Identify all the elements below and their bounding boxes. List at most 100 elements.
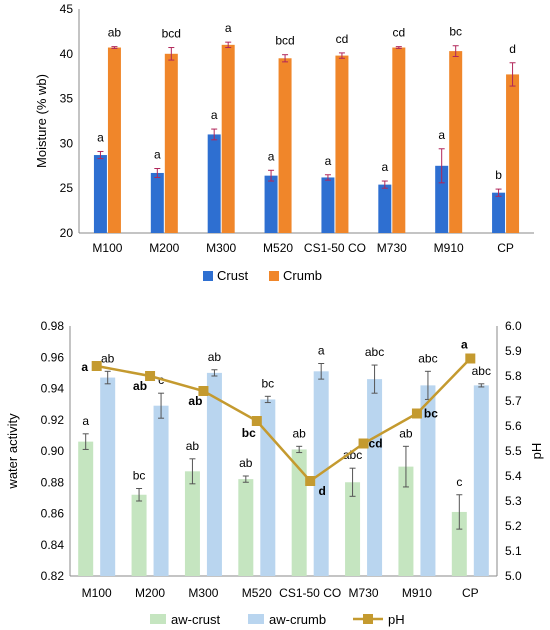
- aw-bar-aw-crumb: [206, 372, 222, 576]
- aw-significance-label: bc: [261, 376, 274, 390]
- aw-y-tick-label: 0.90: [41, 444, 65, 458]
- moisture-bar-crumb: [449, 51, 463, 233]
- water-activity-ph-chart: 0.82 0.84 0.86 0.88 0.90 0.92 0.94 0.96 0.98 5.0 5…: [5, 319, 544, 627]
- aw-bar-aw-crumb: [260, 399, 276, 576]
- moisture-bar-crust: [150, 172, 164, 233]
- ph-line: [96, 357, 472, 483]
- legend-swatch-ph-marker: [363, 614, 373, 624]
- moisture-bar-crumb: [164, 53, 178, 233]
- moisture-bar-crust: [435, 165, 449, 233]
- aw-significance-label: abc: [365, 345, 384, 359]
- moisture-significance-label: bcd: [162, 27, 181, 41]
- moisture-significance-label: d: [509, 42, 516, 56]
- ph-y-axis-title: pH: [529, 443, 544, 460]
- ph-y-tick-label: 5.3: [505, 494, 522, 508]
- moisture-significance-label: a: [97, 130, 104, 144]
- moisture-x-tick-label: CS1-50 CO: [304, 241, 366, 255]
- aw-y-tick-label: 0.92: [41, 413, 65, 427]
- aw-x-tick-label: M910: [402, 586, 432, 600]
- moisture-significance-label: a: [211, 108, 218, 122]
- moisture-y-axis-title: Moisture (% wb): [34, 74, 49, 168]
- aw-x-tick-label: M200: [135, 586, 165, 600]
- aw-y-tick-label: 0.82: [41, 569, 65, 583]
- moisture-y-tick-label: 40: [60, 47, 74, 61]
- moisture-bar-crust: [321, 177, 335, 233]
- moisture-y-tick-label: 30: [60, 136, 74, 150]
- ph-point-marker: [251, 416, 262, 426]
- moisture-bar-crumb: [278, 58, 292, 233]
- moisture-significance-label: b: [495, 168, 502, 182]
- legend-label-crust: Crust: [217, 268, 248, 283]
- ph-y-tick-label: 5.4: [505, 469, 522, 483]
- aw-significance-label: bc: [133, 469, 146, 483]
- moisture-x-tick-label: M520: [263, 241, 293, 255]
- aw-significance-label: abc: [418, 351, 437, 365]
- moisture-bar-crumb: [221, 44, 235, 234]
- moisture-significance-label: bcd: [275, 34, 294, 48]
- ph-significance-label: a: [461, 338, 468, 352]
- moisture-y-tick-label: 45: [60, 2, 74, 16]
- moisture-y-tick-label: 20: [60, 226, 74, 240]
- aw-significance-label: abc: [343, 448, 362, 462]
- aw-bar-aw-crumb: [473, 385, 489, 576]
- aw-bar-aw-crust: [131, 494, 147, 576]
- ph-significance-label: a: [81, 360, 88, 374]
- ph-point-marker: [358, 438, 369, 449]
- aw-x-tick-label: M520: [242, 586, 272, 600]
- moisture-significance-label: a: [268, 149, 275, 163]
- moisture-bar-crust: [378, 184, 392, 233]
- moisture-bar-crumb: [506, 74, 520, 234]
- aw-significance-label: a: [318, 344, 325, 358]
- legend-swatch-crumb: [269, 271, 279, 281]
- moisture-x-tick-label: M910: [434, 241, 464, 255]
- ph-y-tick-label: 5.1: [505, 544, 522, 558]
- aw-y-tick-label: 0.86: [41, 507, 65, 521]
- aw-y-tick-label: 0.96: [41, 350, 65, 364]
- moisture-y-tick-label: 25: [60, 181, 74, 195]
- ph-point-marker: [198, 386, 209, 396]
- legend-label-aw-crumb: aw-crumb: [269, 612, 326, 627]
- aw-significance-label: ab: [186, 439, 200, 453]
- ph-significance-label: bc: [242, 426, 256, 440]
- moisture-bar-crust: [93, 155, 107, 233]
- aw-x-tick-label: M300: [188, 586, 218, 600]
- ph-y-tick-label: 5.2: [505, 519, 522, 533]
- aw-bar-aw-crust: [291, 449, 307, 576]
- legend-swatch-aw-crust: [150, 614, 166, 624]
- aw-x-tick-label: CP: [462, 586, 479, 600]
- ph-point-marker: [411, 408, 422, 419]
- aw-significance-label: ab: [239, 456, 253, 470]
- aw-y-tick-label: 0.98: [41, 319, 65, 333]
- aw-bar-aw-crust: [345, 482, 361, 576]
- ph-point-marker: [91, 361, 102, 371]
- legend-label-ph: pH: [388, 612, 405, 627]
- aw-bar-aw-crumb: [367, 379, 383, 576]
- moisture-x-tick-label: M300: [206, 241, 236, 255]
- moisture-bar-crust: [207, 134, 221, 233]
- aw-significance-label: c: [456, 475, 462, 489]
- moisture-bar-crumb: [335, 55, 349, 234]
- ph-y-tick-label: 5.0: [505, 569, 522, 583]
- moisture-x-tick-label: CP: [497, 241, 514, 255]
- ph-significance-label: bc: [424, 407, 438, 421]
- ph-y-tick-label: 5.6: [505, 419, 522, 433]
- aw-bar-aw-crumb: [420, 385, 436, 576]
- aw-x-tick-label: M730: [349, 586, 379, 600]
- moisture-bar-crumb: [392, 47, 406, 233]
- moisture-x-tick-label: M730: [377, 241, 407, 255]
- moisture-x-tick-label: M200: [149, 241, 179, 255]
- moisture-significance-label: a: [325, 154, 332, 168]
- aw-bar-aw-crust: [451, 511, 467, 576]
- ph-significance-label: ab: [133, 379, 147, 393]
- aw-y-tick-label: 0.88: [41, 475, 65, 489]
- moisture-chart: 20 25 30 35 40 45 M100 M200 M300 M520 CS1-50 CO M73…: [34, 2, 534, 283]
- ph-point-marker: [465, 353, 476, 364]
- moisture-significance-label: a: [438, 128, 445, 142]
- aw-x-tick-label: M100: [82, 586, 112, 600]
- ph-y-tick-label: 5.9: [505, 344, 522, 358]
- ph-significance-label: cd: [369, 437, 383, 451]
- legend-swatch-aw-crumb: [248, 614, 264, 624]
- ph-significance-label: d: [319, 484, 326, 498]
- moisture-y-tick-label: 35: [60, 92, 74, 106]
